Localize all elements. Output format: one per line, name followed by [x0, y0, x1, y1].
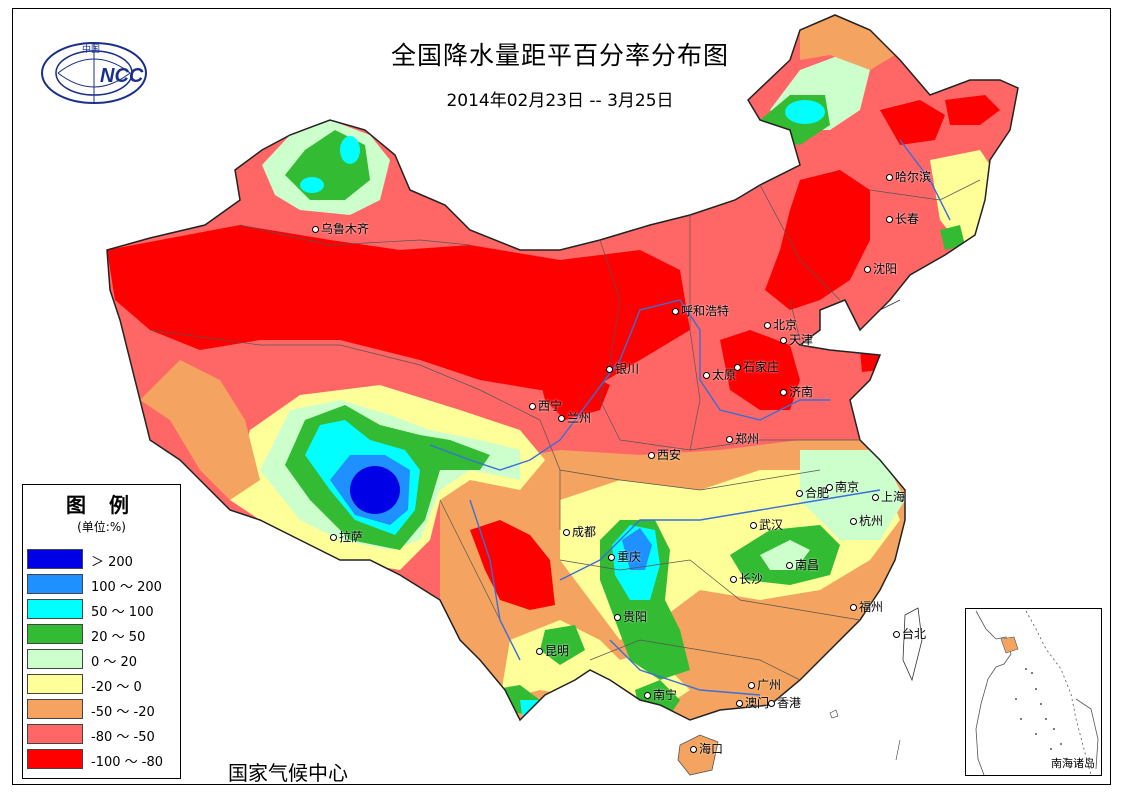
city-label: 西宁 — [529, 397, 562, 414]
city-label: 银川 — [606, 360, 639, 377]
city-label: 兰州 — [558, 409, 591, 426]
legend-item: ＞ 200 — [27, 549, 177, 571]
city-label: 合肥 — [796, 484, 829, 501]
city-label: 济南 — [780, 383, 813, 400]
taiwan-island — [902, 607, 923, 682]
city-label: 海口 — [690, 740, 723, 757]
city-label: 北京 — [764, 316, 797, 333]
logo-text: NCC — [100, 65, 144, 87]
province-boundaries — [149, 179, 981, 681]
city-label: 南京 — [826, 478, 859, 495]
city-label: 太原 — [703, 366, 736, 383]
legend-item: 50 ～ 100 — [27, 599, 177, 621]
city-label: 呼和浩特 — [672, 302, 729, 319]
legend-swatch — [27, 674, 83, 694]
legend-item: -80 ～ -50 — [27, 724, 177, 746]
organization-name: 国家气候中心 — [228, 761, 348, 785]
city-label: 乌鲁木齐 — [312, 220, 369, 237]
legend-swatch — [27, 649, 83, 669]
city-label: 南宁 — [644, 686, 677, 703]
legend-swatch — [27, 599, 83, 619]
legend-item: -50 ～ -20 — [27, 699, 177, 721]
city-label: 长春 — [886, 210, 919, 227]
legend-unit: (单位:%) — [77, 520, 126, 534]
legend-swatch — [27, 699, 83, 719]
city-label: 昆明 — [536, 642, 569, 659]
legend-item: -20 ～ 0 — [27, 674, 177, 696]
south-china-sea-inset: 南海诸岛 — [965, 608, 1102, 776]
city-label: 沈阳 — [864, 260, 897, 277]
legend-item: -100 ～ -80 — [27, 749, 177, 771]
city-label: 杭州 — [850, 512, 883, 529]
china-border — [106, 14, 1019, 722]
city-label: 广州 — [748, 676, 781, 693]
city-label: 石家庄 — [734, 358, 779, 375]
legend: 图 例 (单位:%) ＞ 200 100 ～ 200 50 ～ 100 20 ～… — [22, 484, 181, 779]
legend-swatch — [27, 749, 83, 769]
ncc-logo: NCC 中国 — [41, 42, 147, 104]
map-frame — [12, 8, 1111, 785]
city-label: 武汉 — [750, 516, 783, 533]
rivers — [429, 139, 951, 696]
city-label: 南昌 — [786, 556, 819, 573]
legend-item: 20 ～ 50 — [27, 624, 177, 646]
legend-swatch — [27, 624, 83, 644]
legend-item: 0 ～ 20 — [27, 649, 177, 671]
city-label: 哈尔滨 — [886, 168, 931, 185]
legend-swatch — [27, 574, 83, 594]
legend-title: 图 例 — [66, 493, 137, 517]
city-label: 福州 — [850, 598, 883, 615]
city-label: 澳门 — [736, 694, 769, 711]
city-label: 天津 — [780, 331, 813, 348]
city-label: 香港 — [768, 694, 801, 711]
legend-swatch — [27, 549, 83, 569]
inset-label: 南海诸岛 — [1051, 757, 1095, 770]
city-label: 重庆 — [608, 548, 641, 565]
map-title: 全国降水量距平百分率分布图 — [390, 41, 729, 70]
city-label: 贵阳 — [614, 608, 647, 625]
legend-item: 100 ～ 200 — [27, 574, 177, 596]
city-label: 成都 — [563, 523, 596, 540]
precip-fill — [107, 15, 1018, 720]
city-label: 长沙 — [730, 570, 763, 587]
hainan-island — [677, 734, 719, 776]
city-label: 郑州 — [726, 430, 759, 447]
city-label: 上海 — [872, 488, 905, 505]
inset-map — [975, 610, 1099, 775]
logo-top-text: 中国 — [82, 43, 100, 55]
city-label: 台北 — [893, 625, 926, 642]
city-label: 西安 — [648, 446, 681, 463]
legend-swatch — [27, 724, 83, 744]
map-subtitle: 2014年02月23日 -- 3月25日 — [446, 91, 674, 111]
city-label: 拉萨 — [330, 528, 363, 545]
